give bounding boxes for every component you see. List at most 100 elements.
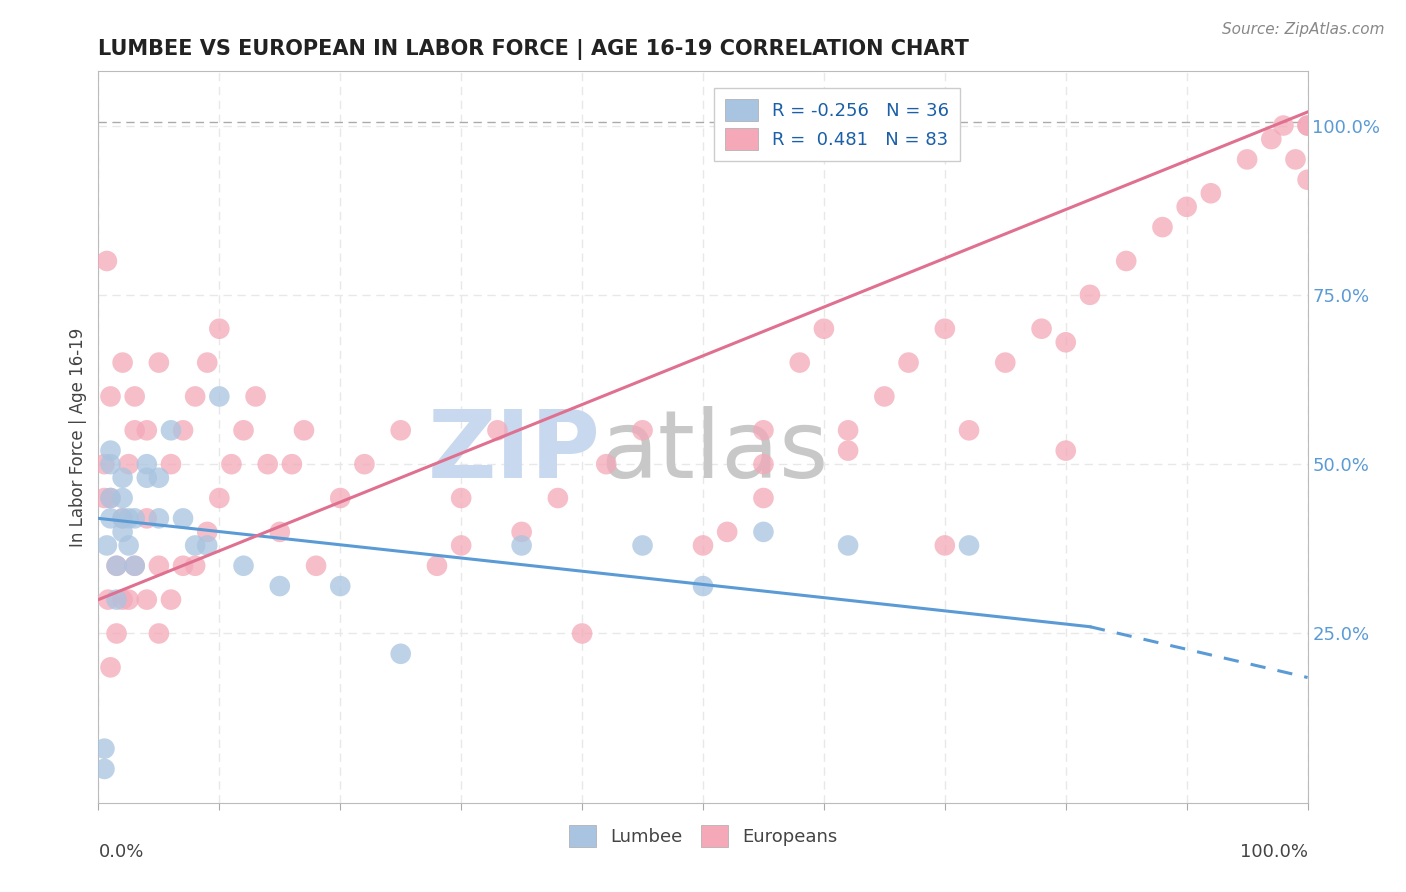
Point (93, 491, 115, 505)
Point (426, 558, 449, 573)
Text: Source: ZipAtlas.com: Source: ZipAtlas.com (1222, 22, 1385, 37)
Point (124, 558, 146, 573)
Point (692, 538, 714, 552)
Point (111, 511, 134, 525)
Point (93, 762, 115, 776)
Point (118, 511, 141, 525)
Point (281, 457, 304, 471)
Point (1236, 153, 1258, 167)
Point (111, 524, 134, 539)
Point (353, 457, 375, 471)
Legend: Lumbee, Europeans: Lumbee, Europeans (560, 816, 846, 856)
Point (100, 511, 122, 525)
Point (172, 423, 194, 437)
Point (148, 558, 170, 573)
Point (172, 558, 194, 573)
Point (510, 524, 533, 539)
Point (1296, 172, 1319, 186)
Point (100, 491, 122, 505)
Point (118, 538, 141, 552)
Point (486, 423, 509, 437)
Point (111, 471, 134, 485)
Point (148, 511, 170, 525)
Point (105, 558, 128, 573)
Point (208, 322, 231, 336)
Point (100, 389, 122, 403)
Point (111, 491, 134, 505)
Y-axis label: In Labor Force | Age 16-19: In Labor Force | Age 16-19 (69, 327, 87, 547)
Point (1175, 200, 1198, 214)
Point (105, 558, 128, 573)
Point (135, 457, 157, 471)
Point (148, 471, 170, 485)
Point (716, 524, 738, 539)
Point (184, 558, 207, 573)
Point (389, 423, 412, 437)
Point (93, 741, 115, 756)
Point (172, 511, 194, 525)
Point (897, 355, 920, 369)
Point (1260, 132, 1282, 146)
Point (450, 538, 472, 552)
Point (1272, 119, 1295, 133)
Point (994, 355, 1017, 369)
Point (450, 491, 472, 505)
Point (752, 524, 775, 539)
Point (329, 579, 352, 593)
Point (135, 471, 157, 485)
Point (118, 457, 141, 471)
Text: 0.0%: 0.0% (98, 843, 143, 861)
Point (208, 491, 231, 505)
Point (1031, 322, 1053, 336)
Text: atlas: atlas (600, 406, 828, 498)
Point (1296, 119, 1319, 133)
Point (1054, 443, 1077, 458)
Point (837, 538, 859, 552)
Point (631, 538, 654, 552)
Point (100, 491, 122, 505)
Point (837, 423, 859, 437)
Point (111, 511, 134, 525)
Point (1296, 119, 1319, 133)
Point (97, 592, 120, 607)
Text: 100.0%: 100.0% (1240, 843, 1308, 861)
Point (269, 524, 291, 539)
Point (184, 389, 207, 403)
Point (1199, 186, 1222, 201)
Point (305, 558, 328, 573)
Point (100, 660, 122, 674)
Point (118, 592, 141, 607)
Point (256, 457, 278, 471)
Point (510, 538, 533, 552)
Point (934, 538, 956, 552)
Point (111, 355, 134, 369)
Point (813, 322, 835, 336)
Point (160, 423, 183, 437)
Point (752, 457, 775, 471)
Point (1115, 254, 1137, 268)
Point (547, 491, 569, 505)
Point (93, 457, 115, 471)
Point (208, 389, 231, 403)
Point (124, 511, 146, 525)
Point (124, 389, 146, 403)
Point (96, 538, 118, 552)
Point (957, 423, 980, 437)
Point (124, 558, 146, 573)
Point (124, 423, 146, 437)
Point (873, 389, 896, 403)
Point (1284, 153, 1306, 167)
Point (96, 254, 118, 268)
Point (1078, 288, 1101, 302)
Point (195, 355, 218, 369)
Point (221, 457, 243, 471)
Point (100, 457, 122, 471)
Point (752, 423, 775, 437)
Point (232, 558, 254, 573)
Point (148, 626, 170, 640)
Point (595, 457, 617, 471)
Point (160, 457, 183, 471)
Point (957, 538, 980, 552)
Point (837, 443, 859, 458)
Point (1152, 220, 1174, 235)
